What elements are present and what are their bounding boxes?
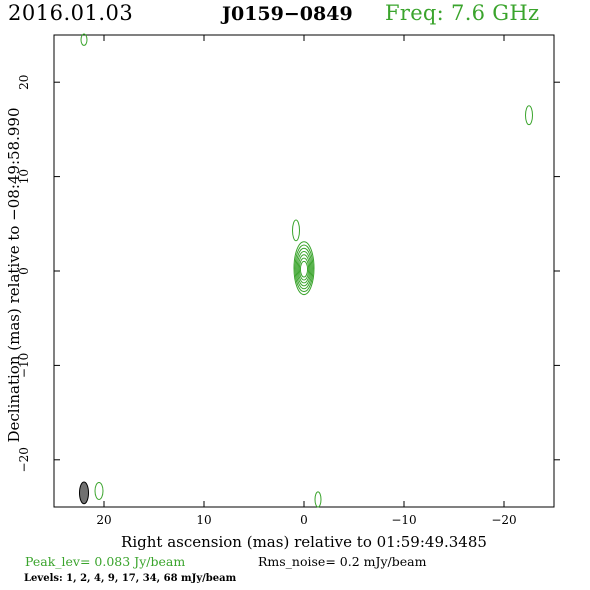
- x-tick-label: −20: [491, 513, 516, 527]
- y-tick-label: −10: [17, 353, 31, 378]
- x-tick-label: 20: [96, 513, 111, 527]
- y-tick-label: 10: [17, 169, 31, 184]
- y-tick-label: 20: [17, 75, 31, 90]
- x-tick-label: 10: [196, 513, 211, 527]
- noise-blob-right-contour: [525, 105, 533, 126]
- frequency-label: Freq: 7.6 GHz: [385, 1, 540, 25]
- restoring-beam: [79, 481, 89, 505]
- y-tick-label: −20: [17, 447, 31, 472]
- core-contour-level-4: [295, 247, 313, 290]
- y-tick-label: 0: [17, 267, 31, 275]
- plot-frame: [53, 34, 555, 508]
- x-tick-label: 0: [300, 513, 308, 527]
- x-axis-title: Right ascension (mas) relative to 01:59:…: [121, 533, 487, 551]
- core-contour-level-9: [296, 251, 312, 287]
- core-contour-level-68: [299, 260, 309, 278]
- jet-knot-contour: [292, 219, 300, 242]
- peak-level: Peak_lev= 0.083 Jy/beam: [25, 554, 186, 569]
- core-contour-level-1: [293, 241, 315, 296]
- x-tick-label: −10: [391, 513, 416, 527]
- observation-date: 2016.01.03: [8, 1, 134, 25]
- noise-blob-bottom-left-contour: [94, 481, 104, 500]
- contour-levels: Levels: 1, 2, 4, 9, 17, 34, 68 mJy/beam: [24, 573, 237, 584]
- rms-noise: Rms_noise= 0.2 mJy/beam: [258, 554, 427, 569]
- source-name: J0159−0849: [222, 3, 353, 25]
- noise-blob-bottom-contour: [314, 491, 322, 508]
- core-contour-level-17: [297, 254, 311, 284]
- core-contour-level-2: [294, 244, 314, 293]
- y-axis-title: Declination (mas) relative to −08:49:58.…: [5, 107, 23, 442]
- noise-blob-top-left-contour: [80, 33, 88, 46]
- core-contour-level-34: [298, 257, 310, 281]
